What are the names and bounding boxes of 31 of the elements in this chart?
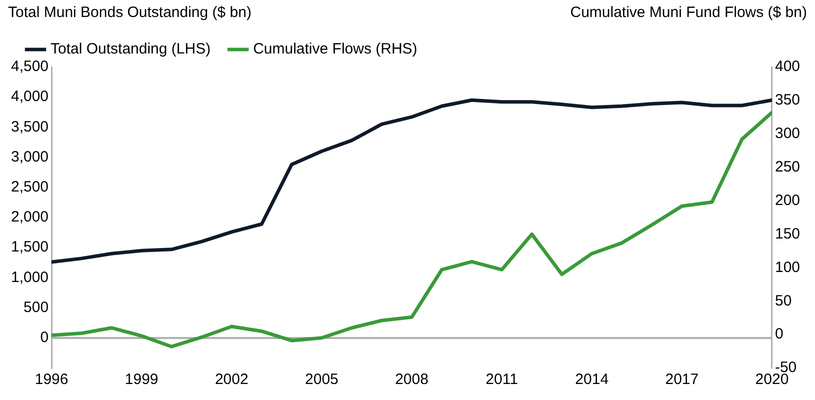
y2-tick-label: 150 — [774, 225, 800, 242]
legend-label: Cumulative Flows (RHS) — [253, 40, 418, 58]
y-tick-label: 1,000 — [10, 268, 49, 286]
x-tick-label: 1999 — [124, 371, 158, 388]
x-tick-label: 2011 — [486, 371, 518, 388]
y-tick-label: 4,500 — [10, 58, 49, 76]
x-tick-label: 2008 — [395, 371, 428, 388]
y2-tick-label: 350 — [774, 92, 800, 109]
y2-tick-label: 200 — [774, 192, 800, 209]
y-tick-label: 0 — [40, 329, 49, 346]
y-tick-label: 3,000 — [10, 148, 49, 166]
legend-label: Total Outstanding (LHS) — [50, 40, 211, 58]
y-axis-title: Total Muni Bonds Outstanding ($ bn) — [8, 4, 252, 22]
x-tick-label: 1996 — [34, 371, 68, 388]
y2-tick-label: 250 — [774, 158, 800, 176]
y-tick-label: 2,000 — [10, 208, 49, 226]
y-tick-label: 3,500 — [10, 118, 49, 136]
y2-tick-label: 300 — [774, 125, 800, 142]
x-tick-label: 2005 — [305, 371, 338, 388]
y2-tick-label: 0 — [774, 326, 784, 343]
y2-axis-title: Cumulative Muni Fund Flows ($ bn) — [570, 4, 807, 22]
y2-tick-label: 50 — [774, 292, 792, 310]
y-tick-label: 2,500 — [10, 178, 49, 196]
y-tick-label: 1,500 — [10, 238, 49, 256]
y-tick-label: 500 — [24, 298, 49, 316]
x-tick-label: 2017 — [665, 371, 699, 388]
x-tick-label: 2002 — [214, 371, 248, 388]
y2-tick-label: 400 — [774, 58, 800, 76]
y-tick-label: 4,000 — [10, 88, 49, 106]
y2-tick-label: 100 — [774, 258, 800, 276]
x-tick-label: 2014 — [575, 371, 609, 388]
